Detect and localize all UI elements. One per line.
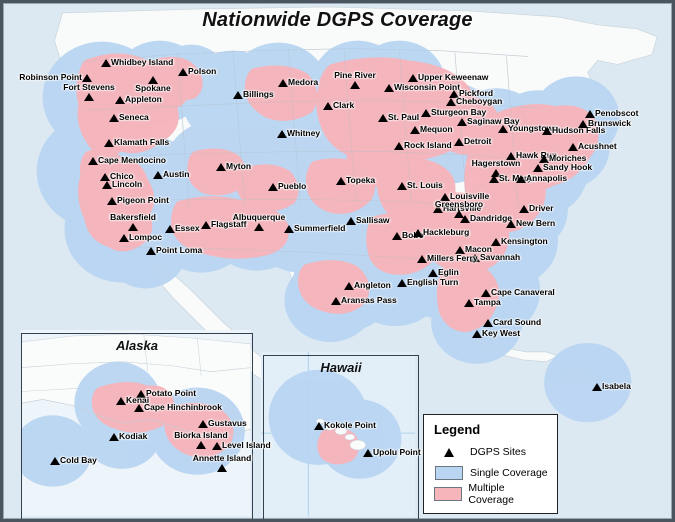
legend-label-dgps-sites: DGPS Sites (470, 446, 527, 458)
map-title: Nationwide DGPS Coverage (202, 9, 473, 31)
alaska-inset: Alaska (21, 333, 253, 519)
hawaii-inset: Hawaii (263, 355, 419, 519)
dgps-site-triangle-icon (432, 447, 466, 457)
legend-item-single-coverage: Single Coverage (432, 464, 549, 482)
legend: Legend DGPS Sites Single Coverage Multip… (423, 414, 558, 514)
alaska-inset-title: Alaska (116, 338, 158, 353)
multiple-coverage-swatch-icon (432, 487, 464, 501)
legend-item-dgps-sites: DGPS Sites (432, 443, 549, 461)
hawaii-inset-title: Hawaii (320, 360, 362, 375)
legend-label-multiple-coverage: Multiple Coverage (468, 482, 514, 506)
legend-item-multiple-coverage: Multiple Coverage (432, 482, 549, 506)
single-coverage-swatch-icon (432, 466, 466, 480)
legend-label-single-coverage: Single Coverage (470, 467, 548, 479)
legend-title: Legend (434, 422, 481, 437)
